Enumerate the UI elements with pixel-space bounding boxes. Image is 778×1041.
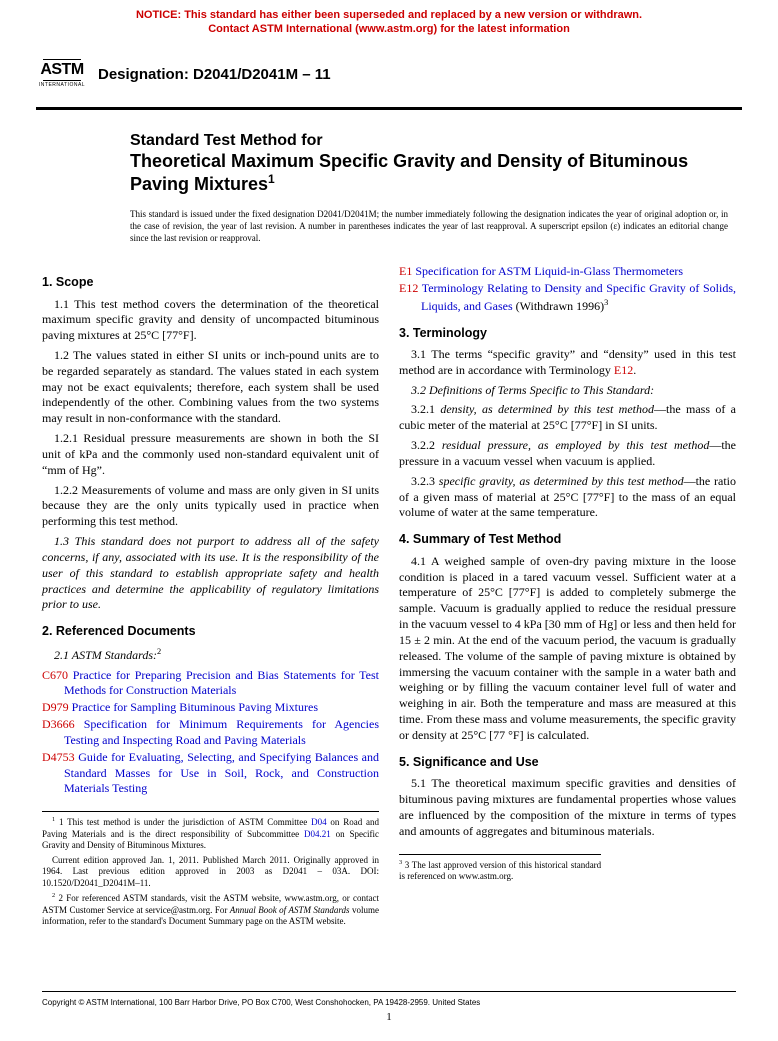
s3-p3: 3.2.1 density, as determined by this tes… [399,402,736,434]
sec4-head: 4. Summary of Test Method [399,531,736,548]
notice-line1: NOTICE: This standard has either been su… [136,9,642,21]
fn1b: Current edition approved Jan. 1, 2011. P… [42,855,379,890]
title-pre: Standard Test Method for [130,132,728,150]
fn2: 2 2 For referenced ASTM standards, visit… [42,892,379,928]
title-sup: 1 [268,172,275,186]
fn1-link1[interactable]: D04 [311,817,327,827]
s4-p1: 4.1 A weighed sample of oven-dry paving … [399,554,736,744]
ref-item[interactable]: E1 Specification for ASTM Liquid-in-Glas… [399,264,736,280]
s1-p5: 1.3 This standard does not purport to ad… [42,534,379,613]
sec2-head: 2. Referenced Documents [42,623,379,640]
body-columns: 1. Scope 1.1 This test method covers the… [0,244,778,931]
ref-item[interactable]: D3666 Specification for Minimum Requirem… [42,717,379,749]
issued-note: This standard is issued under the fixed … [0,196,778,244]
s1-p4: 1.2.2 Measurements of volume and mass ar… [42,483,379,530]
s1-p2: 1.2 The values stated in either SI units… [42,348,379,427]
designation: Designation: D2041/D2041M – 11 [98,62,331,83]
s3-p2: 3.2 Definitions of Terms Specific to Thi… [399,383,736,399]
copyright: Copyright © ASTM International, 100 Barr… [42,998,736,1007]
header: ASTM INTERNATIONAL Designation: D2041/D2… [0,41,778,99]
ref-item[interactable]: E12 Terminology Relating to Density and … [399,281,736,315]
s2-sub: 2.1 ASTM Standards:2 [42,646,379,664]
ref-item[interactable]: C670 Practice for Preparing Precision an… [42,668,379,700]
s1-p1: 1.1 This test method covers the determin… [42,297,379,344]
page-footer: Copyright © ASTM International, 100 Barr… [0,991,778,1023]
s3-p1: 3.1 The terms “specific gravity” and “de… [399,347,736,379]
column-left: 1. Scope 1.1 This test method covers the… [42,264,379,931]
logo-sub: INTERNATIONAL [39,82,85,88]
ref-item[interactable]: D979 Practice for Sampling Bituminous Pa… [42,700,379,716]
fn1-link2[interactable]: D04.21 [304,829,331,839]
s5-p1: 5.1 The theoretical maximum specific gra… [399,776,736,839]
page-number: 1 [42,1011,736,1023]
notice-line2: Contact ASTM International (www.astm.org… [208,23,570,35]
s2-sub-text: 2.1 ASTM Standards: [54,648,157,662]
notice-banner: NOTICE: This standard has either been su… [0,0,778,41]
s2-sup: 2 [157,647,161,656]
fn1: 1 1 This test method is under the jurisd… [42,816,379,852]
s3-p4: 3.2.2 residual pressure, as employed by … [399,438,736,470]
fn3: 3 3 The last approved version of this hi… [399,859,601,883]
s1-p3: 1.2.1 Residual pressure measurements are… [42,431,379,478]
footer-rule [42,991,736,992]
ref-item[interactable]: D4753 Guide for Evaluating, Selecting, a… [42,750,379,797]
sec5-head: 5. Significance and Use [399,754,736,771]
title-text: Theoretical Maximum Specific Gravity and… [130,151,688,195]
s3-e12-link[interactable]: E12 [614,363,633,377]
s3-p5: 3.2.3 specific gravity, as determined by… [399,474,736,521]
title-block: Standard Test Method for Theoretical Max… [0,110,778,196]
logo-text: ASTM [40,61,83,79]
footnotes-right: 3 3 The last approved version of this hi… [399,854,601,883]
footnotes-left: 1 1 This test method is under the jurisd… [42,811,379,928]
sec3-head: 3. Terminology [399,325,736,342]
column-right: E1 Specification for ASTM Liquid-in-Glas… [399,264,736,931]
title-main: Theoretical Maximum Specific Gravity and… [130,150,728,196]
sec1-head: 1. Scope [42,274,379,291]
astm-logo: ASTM INTERNATIONAL [34,47,90,99]
